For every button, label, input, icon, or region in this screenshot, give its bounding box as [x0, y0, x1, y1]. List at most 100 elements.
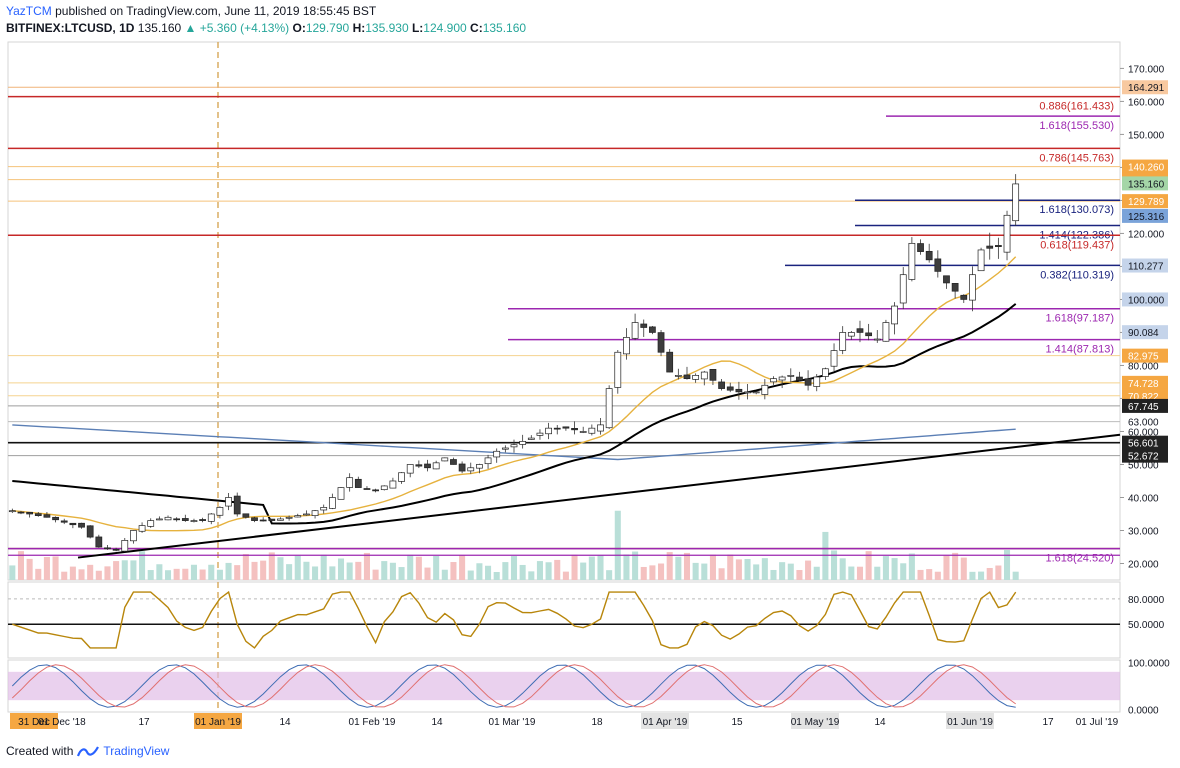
candle-body [977, 249, 985, 272]
candle-body [8, 510, 16, 513]
volume-bar [796, 570, 803, 580]
volume-bar [78, 569, 85, 580]
volume-bar [87, 564, 94, 580]
rsi-tick-label: 50.0000 [1128, 620, 1165, 631]
volume-bar [718, 568, 725, 580]
volume-bar [787, 563, 794, 580]
candle-body [294, 515, 302, 518]
volume-bar [225, 562, 232, 580]
volume-bar [43, 557, 50, 580]
candle-body [95, 536, 103, 548]
volume-bar [597, 555, 604, 580]
candle-body [43, 514, 51, 518]
volume-bar [251, 561, 258, 580]
candle-body [934, 258, 942, 272]
high-value: 135.930 [365, 21, 409, 35]
candle-body [259, 519, 267, 522]
volume-bar [606, 570, 613, 580]
candle-body [199, 519, 206, 521]
volume-bar [831, 550, 838, 580]
candle-body [78, 522, 85, 528]
price-tag-label: 90.084 [1128, 328, 1159, 339]
volume-bar [329, 566, 336, 580]
volume-bar [485, 565, 492, 580]
candle-body [873, 338, 881, 341]
volume-bar [467, 570, 474, 580]
candle-body [657, 332, 665, 353]
candle-body [458, 463, 466, 472]
candle-body [891, 305, 898, 325]
footer: Created with TradingView [6, 744, 169, 758]
candle-body [562, 426, 570, 429]
last-price: 135.160 [137, 21, 182, 35]
candle-body [242, 513, 250, 518]
candle-body [424, 463, 431, 469]
author-link[interactable]: YazTCM [6, 4, 52, 18]
stoch-tick-label: 0.0000 [1128, 706, 1159, 717]
volume-bar [986, 567, 993, 580]
x-tick-label: 17 [138, 717, 150, 728]
candle-body [778, 376, 786, 381]
candle-body [303, 513, 310, 516]
candle-body [60, 520, 68, 523]
volume-bar [580, 562, 587, 580]
candle-body [138, 525, 146, 532]
volume-bar [1012, 571, 1019, 580]
candle-body [545, 427, 552, 435]
volume-bar [381, 561, 388, 580]
volume-bar [536, 561, 543, 580]
candle-body [112, 548, 120, 551]
candle-body [700, 371, 708, 380]
candle-body [17, 511, 25, 514]
candle-body [130, 530, 137, 542]
volume-bar [346, 562, 353, 580]
candle-body [450, 459, 457, 465]
candle-body [173, 518, 181, 521]
x-tick-bg [791, 713, 839, 729]
candle-body [683, 374, 691, 380]
candle-body [476, 464, 483, 469]
price-tag [1122, 375, 1168, 390]
candle-body [441, 457, 449, 462]
rsi-line [12, 590, 1017, 649]
x-tick-highlight [194, 713, 242, 729]
volume-bar [822, 531, 829, 580]
candle-body [536, 432, 544, 436]
candle-body [579, 431, 587, 433]
volume-bar [303, 561, 310, 580]
volume-bar [147, 570, 154, 580]
tradingview-brand-link[interactable]: TradingView [103, 744, 170, 758]
price-tag-label: 129.789 [1128, 197, 1165, 208]
candle-body [822, 368, 829, 377]
volume-bar [182, 568, 189, 580]
low-label: L: [411, 21, 424, 35]
x-tick-label: 01 Apr '19 [643, 717, 688, 728]
x-tick-label: 15 [731, 717, 743, 728]
price-tag-label: 63.000 [1128, 418, 1159, 429]
volume-bar [35, 568, 42, 580]
volume-bar [113, 561, 120, 580]
candle-body [674, 375, 682, 377]
volume-bar [502, 562, 509, 580]
candle-body [216, 507, 224, 516]
price-tag [1122, 80, 1168, 95]
y-tick-label: 150.000 [1128, 130, 1165, 141]
volume-bar [744, 559, 751, 580]
candle-body [510, 444, 518, 448]
y-tick-label: 160.000 [1128, 97, 1165, 108]
price-tag-label: 74.728 [1128, 379, 1159, 390]
candle-body [363, 488, 371, 490]
fib-level-label: 0.618(119.437) [1040, 239, 1114, 251]
volume-bar [441, 569, 448, 580]
volume-bar [856, 566, 864, 580]
x-tick-label: 14 [279, 717, 291, 728]
volume-bar [9, 565, 16, 580]
volume-bar [459, 555, 466, 580]
x-tick-label: 17 [1042, 717, 1054, 728]
publish-info: YazTCM published on TradingView.com, Jun… [6, 4, 376, 18]
volume-bar [545, 562, 552, 580]
y-tick-label: 60.000 [1128, 427, 1159, 438]
ma200-line [12, 424, 1016, 461]
x-tick-label: 31 Dec [18, 717, 50, 728]
